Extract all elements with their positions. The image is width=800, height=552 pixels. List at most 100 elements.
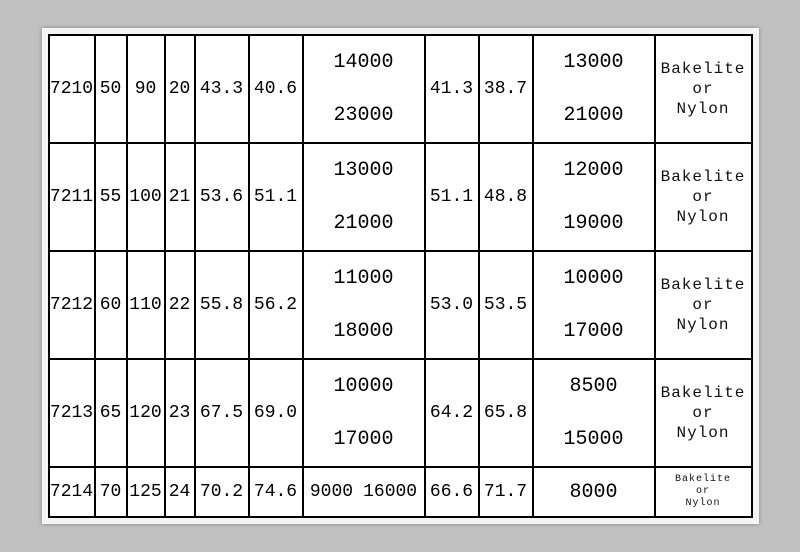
model-value: 7212: [50, 295, 93, 315]
cor-value: 51.1: [254, 187, 297, 207]
cell-cr: 43.3: [195, 35, 249, 143]
cell-cor: 74.6: [249, 467, 303, 517]
D-value: 100: [129, 187, 161, 207]
cor-value: 69.0: [254, 403, 297, 423]
table-row: 7211551002153.651.1 13000 21000 51.148.8…: [49, 143, 752, 251]
speed-b-stack: 8500 15000: [534, 360, 654, 466]
cell-speed-b: 10000 17000: [533, 251, 655, 359]
speed-value: 13000: [563, 43, 623, 83]
d-value: 65: [100, 403, 122, 423]
cor2-value: 65.8: [484, 403, 527, 423]
speed-value: 16000: [363, 482, 417, 502]
speed-a-stack: 10000 17000: [304, 360, 424, 466]
B-value: 24: [169, 482, 191, 502]
cell-material: BakeliteorNylon: [655, 143, 752, 251]
cell-B: 20: [165, 35, 195, 143]
cell-cor: 40.6: [249, 35, 303, 143]
speed-a-stack: 14000 23000: [304, 36, 424, 142]
cell-D: 100: [127, 143, 165, 251]
material-line: or: [656, 486, 751, 498]
B-value: 22: [169, 295, 191, 315]
cell-model: 7214: [49, 467, 95, 517]
table-row: 721470125 24 70.2 74.6 9000 16000 66.6 71.7 8…: [49, 467, 752, 517]
cell-B: 23: [165, 359, 195, 467]
material-text: BakeliteorNylon: [656, 383, 751, 443]
speed-value: 18000: [333, 312, 393, 352]
cell-cor2: 65.8: [479, 359, 533, 467]
cell-model: 7210: [49, 35, 95, 143]
cell-speed-b: 8500 15000: [533, 359, 655, 467]
material-line: Bakelite: [656, 474, 751, 486]
cell-cr2: 64.2: [425, 359, 479, 467]
material-text: BakeliteorNylon: [656, 59, 751, 119]
speed-value: 11000: [333, 259, 393, 299]
cor2-value: 71.7: [484, 482, 527, 502]
table-row: 7213651202367.569.0 10000 17000 64.265.8…: [49, 359, 752, 467]
D-value: 125: [129, 482, 161, 502]
material-line: Bakelite: [656, 167, 751, 187]
cell-speed-b: 12000 19000: [533, 143, 655, 251]
cr2-value: 51.1: [430, 187, 473, 207]
B-value: 20: [169, 79, 191, 99]
speed-value: 23000: [333, 96, 393, 136]
cell-speed-a: 11000 18000: [303, 251, 425, 359]
cell-material: BakeliteorNylon: [655, 251, 752, 359]
cell-d: 55: [95, 143, 127, 251]
cor2-value: 48.8: [484, 187, 527, 207]
cell-cr2: 53.0: [425, 251, 479, 359]
cr2-value: 53.0: [430, 295, 473, 315]
cell-cr: 70.2: [195, 467, 249, 517]
speed-value: 13000: [333, 151, 393, 191]
cell-cor2: 71.7: [479, 467, 533, 517]
cell-cor: 51.1: [249, 143, 303, 251]
d-value: 60: [100, 295, 122, 315]
cor-value: 40.6: [254, 79, 297, 99]
cr-value: 55.8: [200, 295, 243, 315]
speed-value: 21000: [333, 204, 393, 244]
cell-cr2: 41.3: [425, 35, 479, 143]
cell-material: BakeliteorNylon: [655, 359, 752, 467]
D-value: 110: [129, 295, 161, 315]
cell-cr2: 66.6: [425, 467, 479, 517]
cor-value: 74.6: [254, 482, 297, 502]
material-line: or: [656, 403, 751, 423]
speed-a-inline: 9000 16000: [304, 482, 424, 502]
model-value: 7211: [50, 187, 93, 207]
cell-speed-b: 13000 21000: [533, 35, 655, 143]
cell-D: 110: [127, 251, 165, 359]
speed-value: 19000: [563, 204, 623, 244]
table-row: 721050902043.340.6 14000 23000 41.338.7 …: [49, 35, 752, 143]
speed-value: 8500: [569, 367, 617, 407]
material-line: Nylon: [656, 423, 751, 443]
table-row: 7212601102255.856.2 11000 18000 53.053.5…: [49, 251, 752, 359]
cell-material: BakeliteorNylon: [655, 35, 752, 143]
B-value: 21: [169, 187, 191, 207]
cell-cr: 67.5: [195, 359, 249, 467]
cell-d: 70: [95, 467, 127, 517]
cell-model: 7212: [49, 251, 95, 359]
d-value: 50: [100, 79, 122, 99]
material-line: Nylon: [656, 315, 751, 335]
cell-cor: 69.0: [249, 359, 303, 467]
cell-D: 125: [127, 467, 165, 517]
material-line: Nylon: [656, 99, 751, 119]
speed-value: 8000: [569, 481, 617, 504]
cr2-value: 41.3: [430, 79, 473, 99]
cell-cor2: 38.7: [479, 35, 533, 143]
D-value: 120: [129, 403, 161, 423]
material-line: or: [656, 187, 751, 207]
speed-value: 17000: [563, 312, 623, 352]
model-value: 7214: [50, 482, 93, 502]
D-value: 90: [135, 79, 157, 99]
d-value: 55: [100, 187, 122, 207]
cr-value: 70.2: [200, 482, 243, 502]
cr2-value: 66.6: [430, 482, 473, 502]
cell-speed-b: 8000: [533, 467, 655, 517]
speed-value: 21000: [563, 96, 623, 136]
material-text: BakeliteorNylon: [656, 474, 751, 510]
speed-value: 10000: [333, 367, 393, 407]
speed-a-stack: 13000 21000: [304, 144, 424, 250]
cell-material: BakeliteorNylon: [655, 467, 752, 517]
material-line: Nylon: [656, 498, 751, 510]
speed-value: 9000: [310, 482, 353, 502]
